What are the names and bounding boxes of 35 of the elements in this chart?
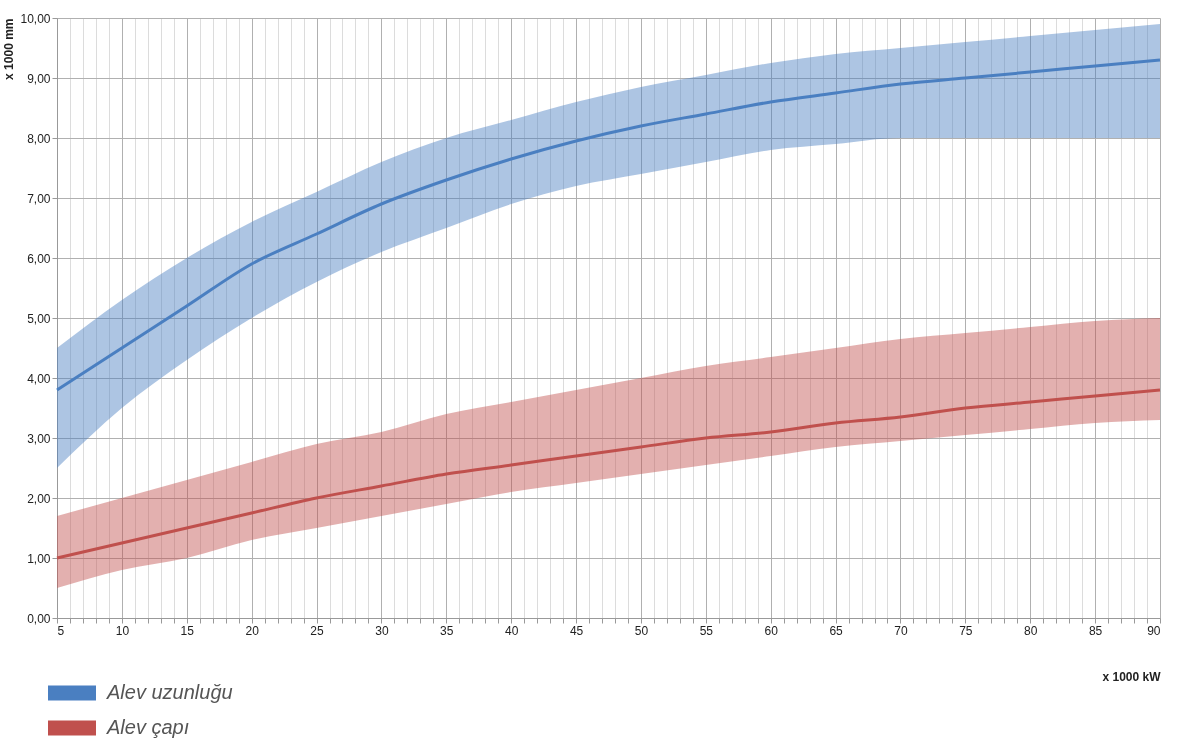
legend-label: Alev uzunluğu <box>106 681 233 703</box>
x-tick-label: 90 <box>1147 623 1161 638</box>
x-tick-label: 25 <box>310 623 325 638</box>
y-tick-label: 0,00 <box>27 611 51 626</box>
legend-label: Alev çapı <box>106 716 190 738</box>
x-tick-label: 60 <box>764 623 779 638</box>
x-tick-label: 5 <box>57 623 65 638</box>
x-tick-label: 50 <box>634 623 649 638</box>
line-series <box>55 388 1162 560</box>
x-tick-label: 45 <box>569 623 584 638</box>
y-tick-label: 4,00 <box>27 371 51 386</box>
x-tick-label: 10 <box>115 623 130 638</box>
x-tick-label: 30 <box>375 623 389 638</box>
y-tick-label: 6,00 <box>27 251 51 266</box>
x-tick-label: 40 <box>505 623 519 638</box>
y-tick-label: 7,00 <box>27 191 51 206</box>
y-tick-label: 9,00 <box>27 71 51 86</box>
x-tick-label: 75 <box>959 623 973 638</box>
x-tick-label: 20 <box>245 623 260 638</box>
y-tick-label: 5,00 <box>27 311 51 326</box>
x-tick-label: 65 <box>829 623 844 638</box>
y-tick-label: 3,00 <box>27 431 51 446</box>
x-tick-label: 70 <box>894 623 908 638</box>
y-tick-label: 8,00 <box>27 131 51 146</box>
y-axis-title: x 1000 mm <box>2 18 17 80</box>
x-axis-title: x 1000 kW <box>1102 669 1162 684</box>
x-tick-label: 80 <box>1024 623 1038 638</box>
x-tick-label: 55 <box>699 623 714 638</box>
y-tick-label: 2,00 <box>27 491 51 506</box>
line-series <box>55 58 1162 392</box>
x-tick-label: 85 <box>1088 623 1103 638</box>
x-tick-label: 15 <box>180 623 195 638</box>
y-tick-label: 1,00 <box>27 551 51 566</box>
y-tick-label: 10,00 <box>20 11 51 26</box>
x-tick-label: 35 <box>440 623 454 638</box>
